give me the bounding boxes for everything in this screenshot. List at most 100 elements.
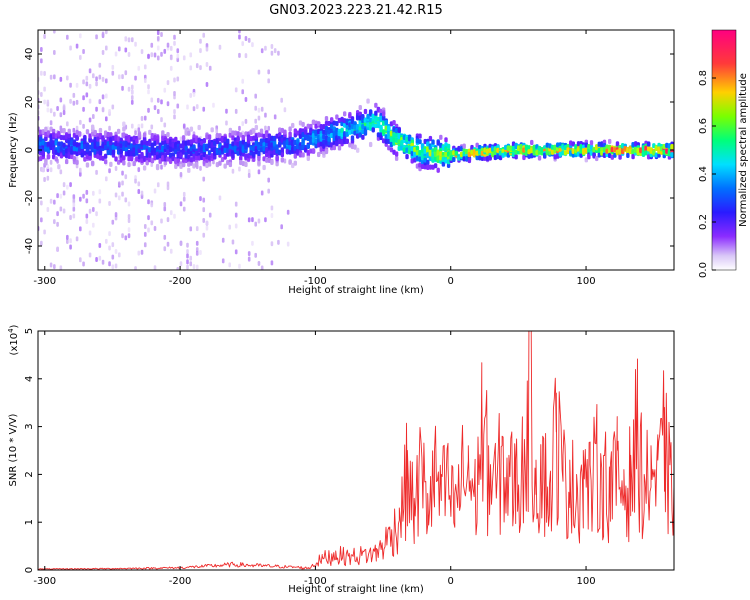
spectrogram-ridge-cell bbox=[231, 141, 235, 147]
spectrogram-ridge-cell bbox=[449, 150, 453, 156]
spectrogram-noise-cell bbox=[166, 241, 170, 247]
spectrogram-ridge-cell bbox=[332, 126, 336, 132]
spectrogram-ridge-cell bbox=[231, 153, 235, 159]
spectrogram-ridge-cell bbox=[135, 156, 139, 162]
spectrogram-ridge-cell bbox=[215, 132, 220, 139]
spectrogram-ridge-cell bbox=[410, 150, 414, 157]
spectrogram-ridge-cell bbox=[670, 152, 674, 158]
spectrogram-y-tick-label: 0 bbox=[24, 147, 35, 153]
spectrogram-ridge-cell bbox=[576, 141, 581, 147]
spectrogram-ridge-cell bbox=[218, 149, 222, 156]
spectrogram-ridge-cell bbox=[662, 149, 666, 155]
spectrogram-ridge-cell bbox=[200, 140, 204, 146]
spectrogram-ridge-cell bbox=[213, 146, 217, 152]
spectrogram-ridge-cell bbox=[166, 149, 170, 155]
spectrogram-ridge-cell bbox=[166, 144, 170, 150]
spectrogram-ridge-cell bbox=[127, 137, 131, 143]
spectrogram-ridge-cell bbox=[597, 147, 601, 153]
spectrogram-noise-cell bbox=[264, 125, 267, 131]
spectrogram-ridge-cell bbox=[667, 143, 672, 149]
spectrogram-ridge-cell bbox=[77, 131, 82, 137]
spectrogram-ridge-cell bbox=[444, 158, 448, 164]
spectrogram-ridge-cell bbox=[610, 147, 614, 153]
spectrogram-ridge-cell bbox=[452, 150, 456, 156]
spectrogram-ridge-cell bbox=[597, 152, 601, 158]
spectrogram-ridge-cell bbox=[192, 144, 196, 150]
spectrogram-ridge-cell bbox=[556, 153, 560, 159]
spectrogram-noise-cell bbox=[270, 260, 274, 266]
spectrogram-ridge-cell bbox=[543, 152, 547, 158]
spectrogram-noise-cell bbox=[40, 70, 43, 76]
spectrogram-ridge-cell bbox=[615, 141, 620, 147]
spectrogram-ridge-cell bbox=[665, 142, 669, 148]
spectrogram-noise-cell bbox=[43, 177, 46, 183]
spectrogram-ridge-cell bbox=[413, 152, 417, 158]
spectrogram-ridge-cell bbox=[220, 146, 225, 152]
spectrogram-ridge-cell bbox=[257, 150, 261, 157]
spectrogram-ridge-cell bbox=[122, 141, 126, 147]
spectrogram-noise-cell bbox=[98, 99, 102, 105]
spectrogram-ridge-cell bbox=[280, 137, 285, 143]
spectrogram-ridge-cell bbox=[420, 144, 425, 150]
spectrogram-noise-cell bbox=[267, 78, 270, 84]
spectrogram-noise-cell bbox=[251, 240, 254, 246]
spectrogram-ridge-cell bbox=[418, 149, 422, 156]
spectrogram-noise-cell bbox=[105, 30, 108, 35]
snr-y-tick-label: 3 bbox=[24, 423, 35, 429]
spectrogram-ridge-cell bbox=[54, 149, 58, 155]
spectrogram-noise-cell bbox=[95, 211, 98, 217]
spectrogram-ridge-cell bbox=[576, 147, 581, 153]
spectrogram-ridge-cell bbox=[348, 113, 352, 119]
spectrogram-ridge-cell bbox=[475, 142, 479, 148]
spectrogram-ridge-cell bbox=[389, 137, 394, 143]
spectrogram-ridge-cell bbox=[62, 135, 66, 141]
snr-y-ticks: 0 1 2 3 4 5 bbox=[24, 328, 674, 573]
spectrogram-ridge-cell bbox=[459, 146, 464, 152]
spectrogram-noise-cell bbox=[163, 122, 167, 128]
spectrogram-ridge-cell bbox=[563, 144, 568, 151]
spectrogram-ridge-cell bbox=[80, 143, 84, 150]
spectrogram-ridge-cell bbox=[301, 132, 305, 138]
spectrogram-noise-cell bbox=[270, 213, 274, 219]
spectrogram-ridge-cell bbox=[174, 163, 178, 169]
spectrogram-ridge-cell bbox=[431, 157, 435, 163]
spectrogram-noise-cell bbox=[130, 123, 134, 129]
spectrogram-ridge-cell bbox=[498, 150, 503, 156]
spectrogram-ridge-cell bbox=[423, 164, 427, 170]
spectrogram-ridge-cell bbox=[436, 140, 440, 146]
spectrogram-noise-cell bbox=[195, 240, 199, 246]
spectrogram-noise-cell bbox=[85, 213, 89, 219]
spectrogram-ridge-cell bbox=[392, 132, 396, 138]
spectrogram-ridge-cell bbox=[353, 130, 357, 136]
spectrogram-noise-cell bbox=[79, 33, 82, 39]
spectrogram-ridge-cell bbox=[316, 134, 321, 140]
spectrogram-ridge-cell bbox=[223, 142, 227, 148]
spectrogram-ridge-cell bbox=[355, 129, 360, 135]
spectrogram-noise-cell bbox=[234, 108, 238, 114]
spectrogram-ridge-cell bbox=[158, 144, 162, 150]
spectrogram-ridge-cell bbox=[231, 145, 235, 151]
spectrogram-ridge-cell bbox=[197, 137, 201, 143]
spectrogram-ridge-cell bbox=[44, 160, 48, 166]
spectrogram-ridge-cell bbox=[38, 136, 43, 142]
spectrogram-x-tick-label: -200 bbox=[169, 276, 192, 287]
spectrogram-noise-cell bbox=[98, 198, 102, 204]
spectrogram-noise-cell bbox=[160, 164, 163, 170]
spectrogram-ridge-cell bbox=[88, 133, 92, 139]
spectrogram-ridge-cell bbox=[553, 144, 557, 151]
spectrogram-ridge-cell bbox=[374, 110, 378, 116]
spectrogram-ridge-cell bbox=[350, 135, 355, 141]
spectrogram-ridge-cell bbox=[254, 148, 259, 154]
spectrogram-noise-cell bbox=[153, 188, 157, 194]
spectrogram-noise-cell bbox=[143, 64, 147, 70]
spectrogram-ridge-cell bbox=[457, 155, 461, 161]
spectrogram-ridge-cell bbox=[249, 145, 253, 151]
spectrogram-ridge-cell bbox=[59, 127, 64, 134]
spectrogram-noise-cell bbox=[163, 87, 167, 93]
spectrogram-noise-cell bbox=[147, 107, 150, 113]
spectrogram-ridge-cell bbox=[194, 155, 199, 161]
spectrogram-ridge-cell bbox=[293, 160, 298, 166]
spectrogram-ridge-cell bbox=[654, 152, 659, 158]
spectrogram-noise-cell bbox=[88, 208, 92, 214]
snr-x-tick-label: -300 bbox=[33, 576, 56, 587]
